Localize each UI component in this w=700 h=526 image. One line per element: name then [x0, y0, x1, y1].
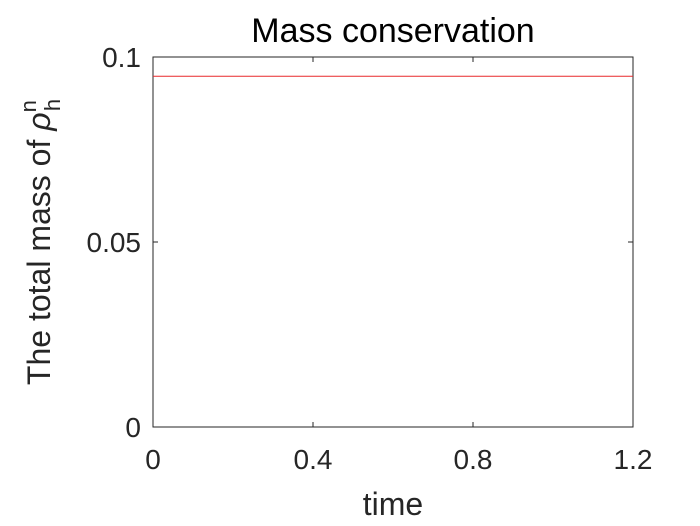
x-tick-label: 0: [145, 444, 161, 475]
plot-area: [152, 56, 634, 428]
y-axis-label-superscript: n: [16, 100, 41, 112]
chart-title: Mass conservation: [251, 12, 534, 50]
x-tick-label: 0.4: [294, 444, 333, 475]
y-tick-label: 0.1: [102, 42, 141, 73]
y-axis-label: The total mass of ρnh: [16, 99, 65, 385]
y-tick-label: 0.05: [87, 227, 142, 258]
y-axis-label-subscript: h: [40, 99, 65, 111]
x-tick-label: 0.8: [454, 444, 493, 475]
y-axis-ticks: 0 0.05 0.1: [87, 42, 633, 443]
x-axis-ticks: 0 0.4 0.8 1.2: [145, 57, 652, 475]
x-tick-label: 1.2: [614, 444, 653, 475]
y-axis-label-symbol: ρ: [21, 112, 57, 131]
y-tick-label: 0: [125, 412, 141, 443]
y-axis-label-prefix: The total mass of: [21, 131, 57, 385]
x-axis-label: time: [363, 486, 423, 522]
